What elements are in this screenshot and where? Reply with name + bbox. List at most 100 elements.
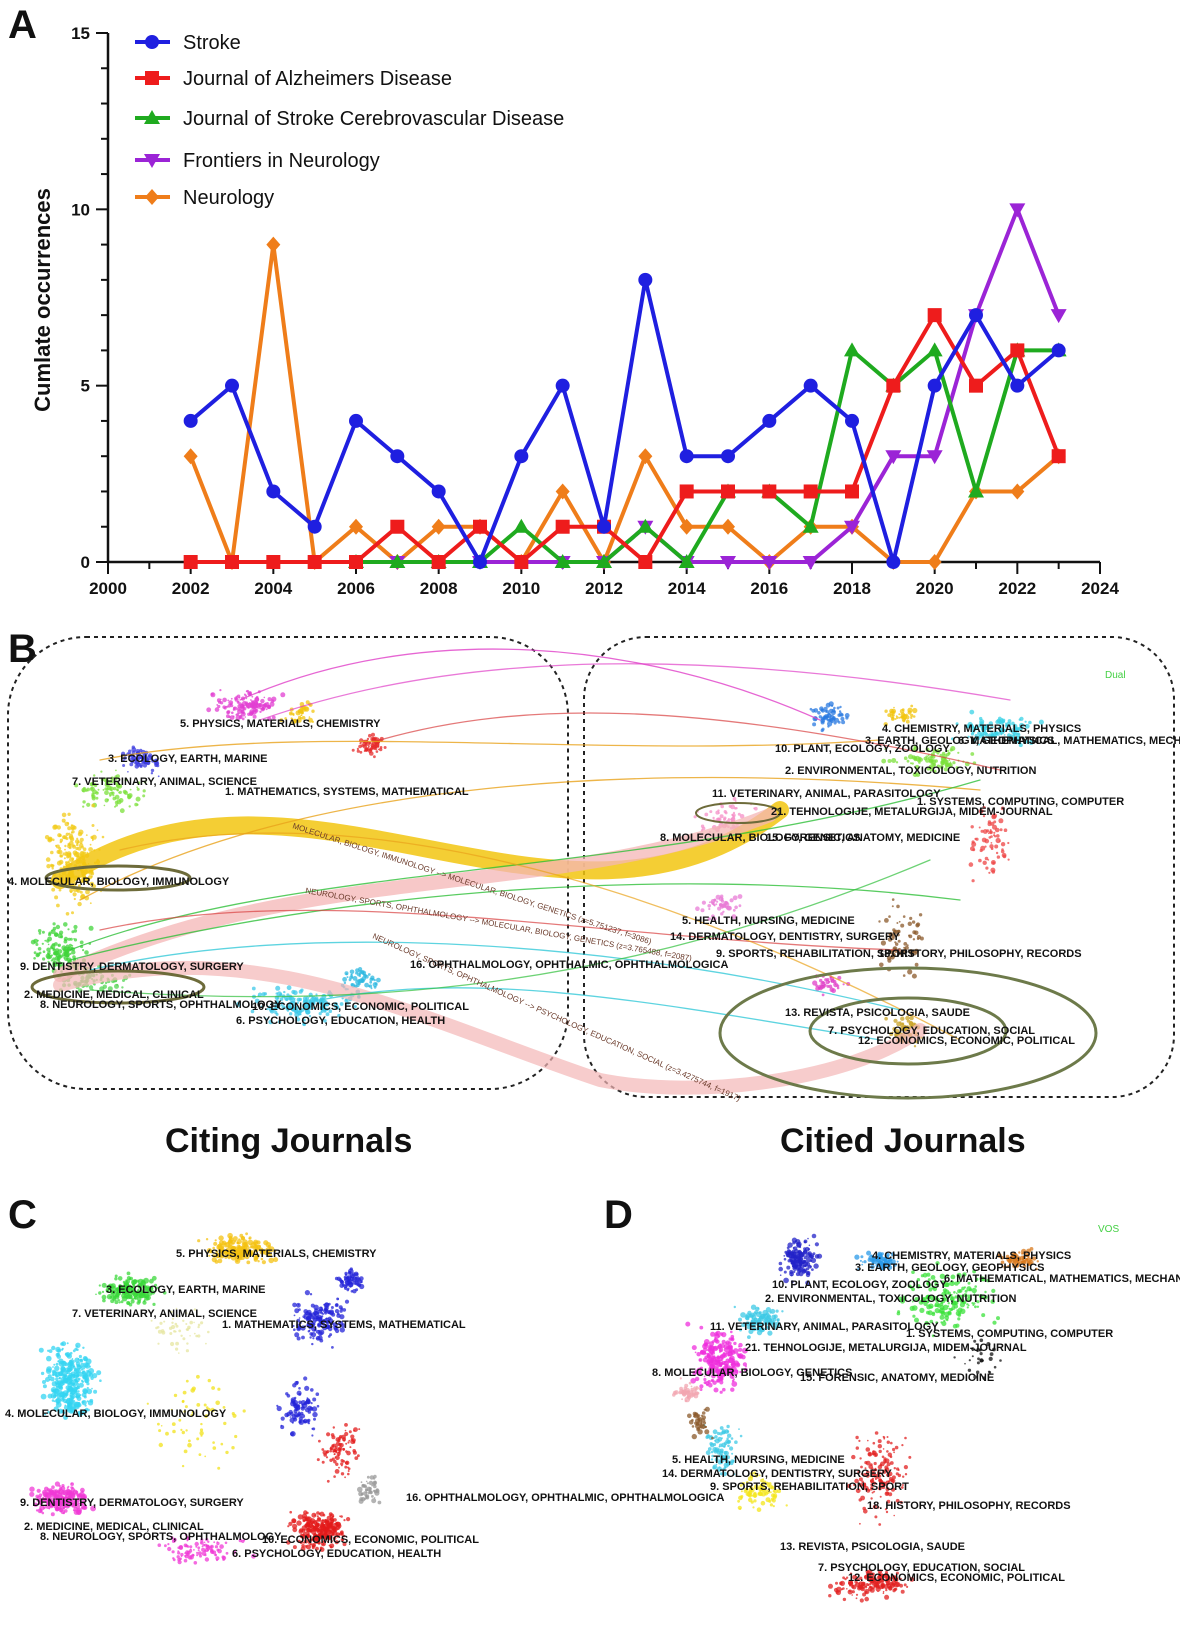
map-point [328,1002,331,1005]
map-point [891,758,897,763]
map-point [181,1399,185,1403]
map-point [201,1545,204,1548]
map-point [367,973,371,976]
map-point [891,898,895,901]
map-point [247,706,250,709]
map-point [60,1372,64,1376]
map-point [60,1486,66,1491]
map-point [82,949,85,952]
map-point [76,837,79,840]
map-point [888,915,891,918]
map-point [1017,726,1021,730]
map-point [142,756,146,760]
map-point [47,1393,53,1399]
map-point [313,1417,316,1421]
map-point [365,1480,368,1483]
map-point [204,1553,207,1557]
map-point [296,1001,299,1005]
map-point [46,1366,52,1372]
map-point [55,1352,60,1357]
map-point [707,1434,710,1436]
map-point [69,952,72,956]
map-point [375,1488,379,1492]
map-point [896,904,900,909]
map-point [975,735,981,741]
map-point [945,762,950,767]
map-point [812,980,818,986]
map-point [72,844,76,849]
map-point [988,728,991,731]
map-point [275,1012,279,1016]
map-point [367,1491,371,1495]
map-point [700,1351,704,1355]
map-point [811,708,816,713]
map-point [786,1253,791,1258]
map-point [1007,858,1010,861]
map-point [123,756,127,760]
map-point [54,1391,59,1397]
map-point [368,1480,374,1486]
map-point [358,967,363,972]
map-point [37,929,42,933]
map-c-labels: 5. PHYSICS, MATERIALS, CHEMISTRY 3. ECOL… [5,1248,724,1560]
map-point [302,1022,307,1027]
map-point [95,1293,97,1296]
map-point [708,1382,713,1388]
map-point [360,1281,363,1284]
map-point [357,1486,363,1493]
map-point [820,728,824,733]
map-point [905,715,910,720]
map-point [988,721,993,726]
map-point [160,1425,163,1427]
map-point [77,846,82,851]
map-point [200,1321,204,1325]
map-point [310,997,316,1003]
map-point [817,986,821,990]
map-point [957,751,960,754]
map-point [277,1020,282,1024]
map-point [948,759,951,762]
map-point [912,707,918,714]
map-point [305,996,310,1000]
map-point [89,1398,94,1403]
map-point [713,1338,719,1343]
map-point [970,846,975,852]
map-point [260,698,265,704]
map-point [734,800,737,802]
map-point [161,1330,166,1335]
map-point [984,856,989,861]
map-point [183,1449,188,1454]
map-point [73,1368,80,1375]
map-point [54,1380,60,1385]
map-point [349,1446,352,1449]
map-point [263,696,266,699]
data-point [183,555,198,569]
map-point [168,1326,173,1331]
map-point [808,1244,811,1247]
series-line [189,277,1060,564]
map-point [66,1372,68,1374]
map-point [887,713,892,717]
map-point [185,1323,188,1325]
map-point [760,1500,766,1506]
map-point [75,1342,81,1349]
map-point [54,1489,58,1493]
map-point [342,1448,345,1451]
map-point [153,758,159,764]
map-point [204,1549,207,1553]
map-point [919,936,924,941]
map-point [307,1422,310,1425]
map-point [163,1320,166,1323]
map-point [298,1387,301,1390]
map-point [837,713,841,717]
map-point [350,1290,354,1293]
map-point [753,1312,757,1316]
map-point [60,1342,64,1346]
map-point [302,1519,306,1523]
map-point [311,1342,314,1346]
map-point [946,1318,949,1322]
map-point [47,943,50,946]
map-point [970,752,975,756]
map-point [223,1421,227,1426]
cited-label: 6. MATHEMATICAL, MATHEMATICS, MECHANICS [958,735,1180,747]
